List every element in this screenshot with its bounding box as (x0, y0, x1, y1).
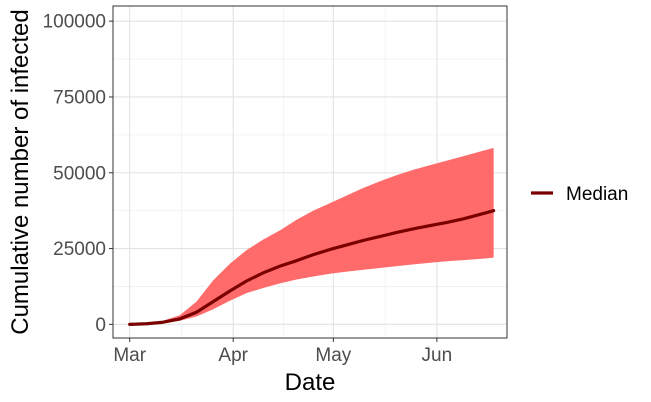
legend: Median (531, 184, 628, 205)
x-tick-label: May (315, 345, 351, 366)
y-axis-title: Cumulative number of infected (7, 9, 34, 335)
y-axis: 0 25000 50000 75000 100000 (43, 12, 113, 336)
x-axis-title: Date (285, 369, 336, 396)
x-tick-label: Apr (218, 345, 248, 366)
line-layer (128, 209, 496, 326)
y-tick-label: 50000 (53, 163, 106, 184)
plot-border (112, 5, 508, 339)
median-line (128, 209, 496, 326)
x-tick-label: Mar (113, 345, 146, 366)
y-tick-label: 25000 (53, 239, 106, 260)
uncertainty-ribbon (129, 147, 494, 325)
x-tick-label: Jun (422, 345, 453, 366)
x-axis: Mar Apr May Jun (113, 338, 452, 366)
ribbon-layer (129, 147, 494, 325)
y-tick-label: 75000 (53, 87, 106, 108)
y-tick-label: 0 (95, 315, 106, 336)
y-tick-label: 100000 (43, 12, 106, 33)
legend-label-median: Median (566, 184, 628, 205)
